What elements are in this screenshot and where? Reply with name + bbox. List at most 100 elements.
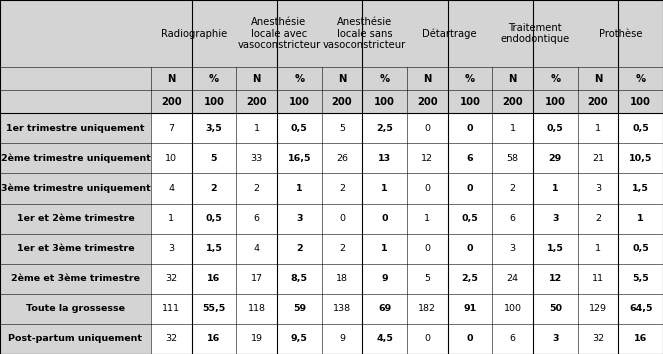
- Text: Détartrage: Détartrage: [422, 28, 477, 39]
- Text: 2: 2: [339, 244, 345, 253]
- Bar: [151, 264, 192, 294]
- Bar: [363, 173, 407, 204]
- Text: N: N: [509, 74, 517, 84]
- Bar: [236, 113, 277, 143]
- Bar: [493, 264, 533, 294]
- Text: %: %: [550, 74, 560, 84]
- Text: 21: 21: [592, 154, 604, 163]
- Text: 2ème trimestre uniquement: 2ème trimestre uniquement: [1, 154, 151, 163]
- Text: 1: 1: [424, 214, 430, 223]
- Text: 69: 69: [378, 304, 391, 313]
- Text: 18: 18: [336, 274, 348, 283]
- Text: 6: 6: [254, 214, 260, 223]
- Text: Radiographie: Radiographie: [160, 29, 227, 39]
- Text: 1: 1: [637, 214, 644, 223]
- Text: 1: 1: [254, 124, 260, 133]
- Bar: [151, 294, 192, 324]
- Bar: [151, 113, 192, 143]
- Text: 1: 1: [296, 184, 302, 193]
- Text: 12: 12: [422, 154, 434, 163]
- Text: 0,5: 0,5: [633, 244, 649, 253]
- Text: 2,5: 2,5: [461, 274, 479, 283]
- Text: 3,5: 3,5: [206, 124, 222, 133]
- Text: 0: 0: [467, 244, 473, 253]
- Text: %: %: [209, 74, 219, 84]
- Bar: [236, 0, 322, 67]
- Text: 2: 2: [510, 184, 516, 193]
- Text: 7: 7: [168, 124, 174, 133]
- Text: 3ème trimestre uniquement: 3ème trimestre uniquement: [1, 184, 151, 193]
- Text: N: N: [338, 74, 346, 84]
- Text: Post-partum uniquement: Post-partum uniquement: [9, 335, 143, 343]
- Bar: [448, 264, 493, 294]
- Bar: [533, 234, 577, 264]
- Bar: [322, 204, 363, 234]
- Bar: [277, 264, 322, 294]
- Bar: [322, 113, 363, 143]
- Bar: [619, 143, 663, 173]
- Bar: [619, 204, 663, 234]
- Bar: [619, 67, 663, 90]
- Text: 9: 9: [381, 274, 388, 283]
- Bar: [192, 113, 236, 143]
- Bar: [236, 294, 277, 324]
- Bar: [236, 234, 277, 264]
- Bar: [493, 173, 533, 204]
- Bar: [192, 264, 236, 294]
- Text: 33: 33: [251, 154, 263, 163]
- Bar: [363, 264, 407, 294]
- Text: %: %: [636, 74, 646, 84]
- Bar: [277, 67, 322, 90]
- Bar: [533, 264, 577, 294]
- Text: 55,5: 55,5: [202, 304, 225, 313]
- Text: 100: 100: [504, 304, 522, 313]
- Bar: [277, 234, 322, 264]
- Bar: [577, 173, 619, 204]
- Bar: [493, 67, 533, 90]
- Text: 3: 3: [510, 244, 516, 253]
- Bar: [577, 264, 619, 294]
- Bar: [407, 264, 448, 294]
- Bar: [448, 143, 493, 173]
- Bar: [577, 234, 619, 264]
- Text: 10,5: 10,5: [629, 154, 652, 163]
- Text: 0: 0: [424, 184, 430, 193]
- Bar: [151, 143, 192, 173]
- Text: 1,5: 1,5: [206, 244, 222, 253]
- Text: 0: 0: [424, 244, 430, 253]
- Bar: [322, 143, 363, 173]
- Text: 2: 2: [211, 184, 217, 193]
- Bar: [236, 324, 277, 354]
- Bar: [577, 204, 619, 234]
- Text: 12: 12: [549, 274, 562, 283]
- Bar: [577, 324, 619, 354]
- Text: 100: 100: [374, 97, 395, 107]
- Bar: [0, 234, 151, 264]
- Text: 0: 0: [424, 124, 430, 133]
- Bar: [277, 113, 322, 143]
- Bar: [363, 204, 407, 234]
- Bar: [493, 90, 533, 113]
- Bar: [448, 294, 493, 324]
- Bar: [577, 0, 663, 67]
- Bar: [493, 234, 533, 264]
- Bar: [0, 324, 151, 354]
- Bar: [236, 90, 277, 113]
- Bar: [493, 113, 533, 143]
- Bar: [533, 173, 577, 204]
- Bar: [619, 113, 663, 143]
- Text: 182: 182: [418, 304, 436, 313]
- Text: 0: 0: [424, 335, 430, 343]
- Bar: [192, 67, 236, 90]
- Bar: [448, 90, 493, 113]
- Bar: [533, 67, 577, 90]
- Text: 4: 4: [254, 244, 260, 253]
- Text: 200: 200: [247, 97, 267, 107]
- Text: 0: 0: [467, 184, 473, 193]
- Text: 5,5: 5,5: [633, 274, 649, 283]
- Text: 0,5: 0,5: [291, 124, 308, 133]
- Text: 200: 200: [332, 97, 352, 107]
- Text: 16: 16: [634, 335, 647, 343]
- Text: 100: 100: [631, 97, 651, 107]
- Bar: [0, 173, 151, 204]
